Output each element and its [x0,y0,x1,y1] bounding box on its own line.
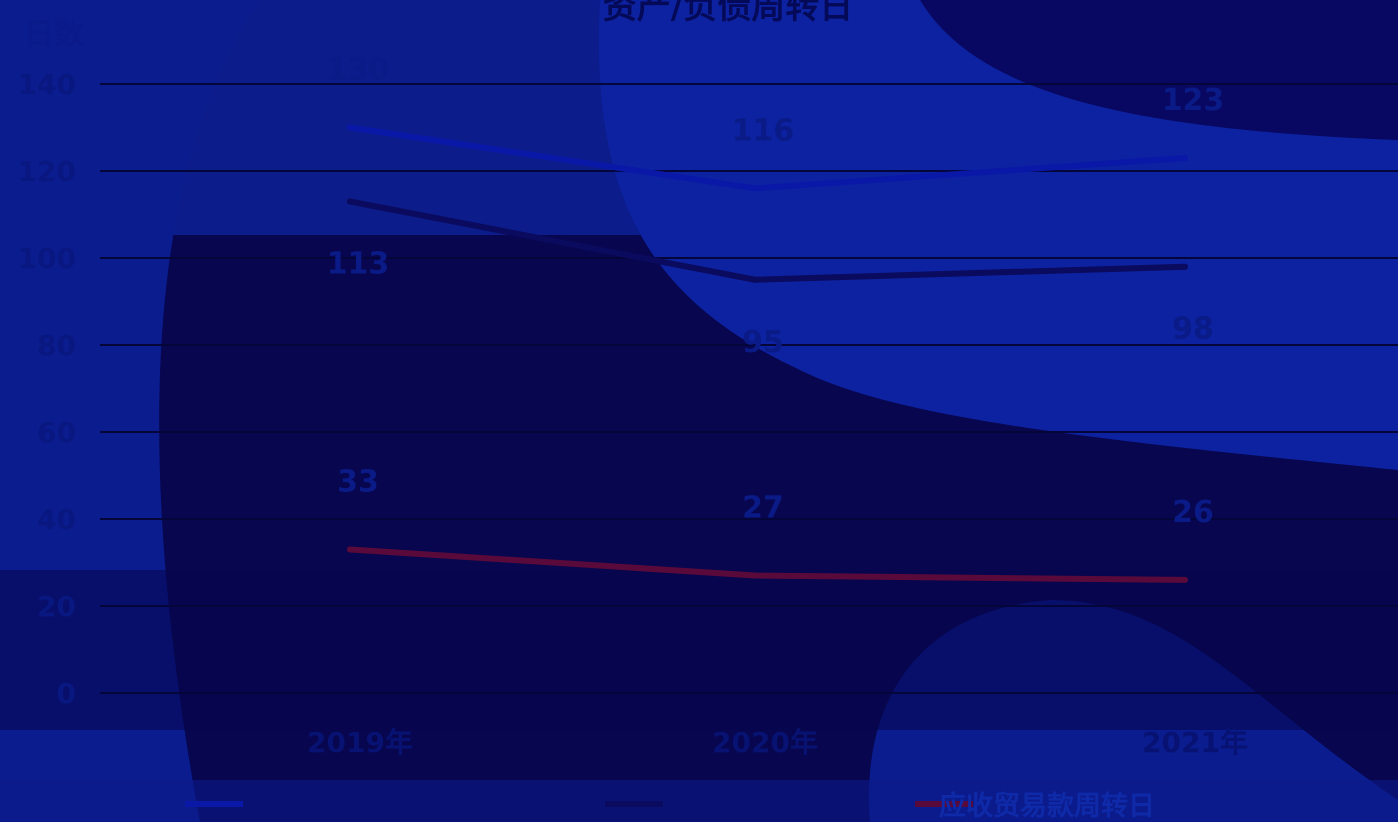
data-point [1182,576,1188,583]
data-point [752,572,758,579]
y-tick-label: 140 [18,68,76,101]
y-tick-label: 80 [37,329,76,362]
data-label: 130 [327,53,390,88]
data-label: 95 [742,325,784,360]
data-label: 33 [337,464,379,499]
data-label: 116 [732,113,795,148]
series-lines [347,124,1188,583]
y-axis-label: 日数 [24,17,85,52]
data-point [1182,263,1188,270]
legend: 应收贸易款周转日 [185,790,1155,822]
y-tick-label: 0 [57,677,76,710]
y-tick-label: 20 [37,590,76,623]
data-point [347,198,353,205]
data-label: 123 [1162,83,1225,118]
data-point [752,185,758,192]
x-tick-label: 2021年 [1142,726,1248,759]
legend-label: 应收贸易款周转日 [939,790,1155,822]
data-point [752,276,758,283]
chart-title: 资产/负债周转日 [603,0,853,27]
data-point [1182,154,1188,161]
y-axis: 0 20 40 60 80 100 120 140 [18,68,76,710]
data-label: 98 [1172,312,1214,347]
y-tick-label: 40 [37,503,76,536]
data-point [347,124,353,131]
grid-lines [100,83,1398,694]
y-tick-label: 120 [18,155,76,188]
x-axis: 2019年 2020年 2021年 [307,726,1248,759]
data-label: 113 [327,246,390,281]
data-point [347,546,353,553]
data-labels: 130 116 123 113 95 98 33 27 26 [327,53,1225,530]
y-tick-label: 100 [18,242,76,275]
y-tick-label: 60 [37,416,76,449]
data-label: 27 [742,491,784,526]
data-label: 26 [1172,495,1214,530]
x-tick-label: 2019年 [307,726,413,759]
x-tick-label: 2020年 [712,726,818,759]
